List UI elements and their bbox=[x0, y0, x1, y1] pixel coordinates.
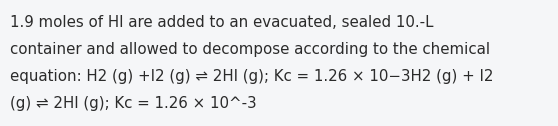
Text: 1.9 moles of HI are added to an evacuated, sealed 10.-L: 1.9 moles of HI are added to an evacuate… bbox=[10, 15, 434, 30]
Text: equation: H2 (g) +I2 (g) ⇌ 2HI (g); Kc = 1.26 × 10−3H2 (g) + I2: equation: H2 (g) +I2 (g) ⇌ 2HI (g); Kc =… bbox=[10, 69, 493, 84]
Text: container and allowed to decompose according to the chemical: container and allowed to decompose accor… bbox=[10, 42, 490, 57]
Text: (g) ⇌ 2HI (g); Kc = 1.26 × 10^-3: (g) ⇌ 2HI (g); Kc = 1.26 × 10^-3 bbox=[10, 96, 257, 111]
